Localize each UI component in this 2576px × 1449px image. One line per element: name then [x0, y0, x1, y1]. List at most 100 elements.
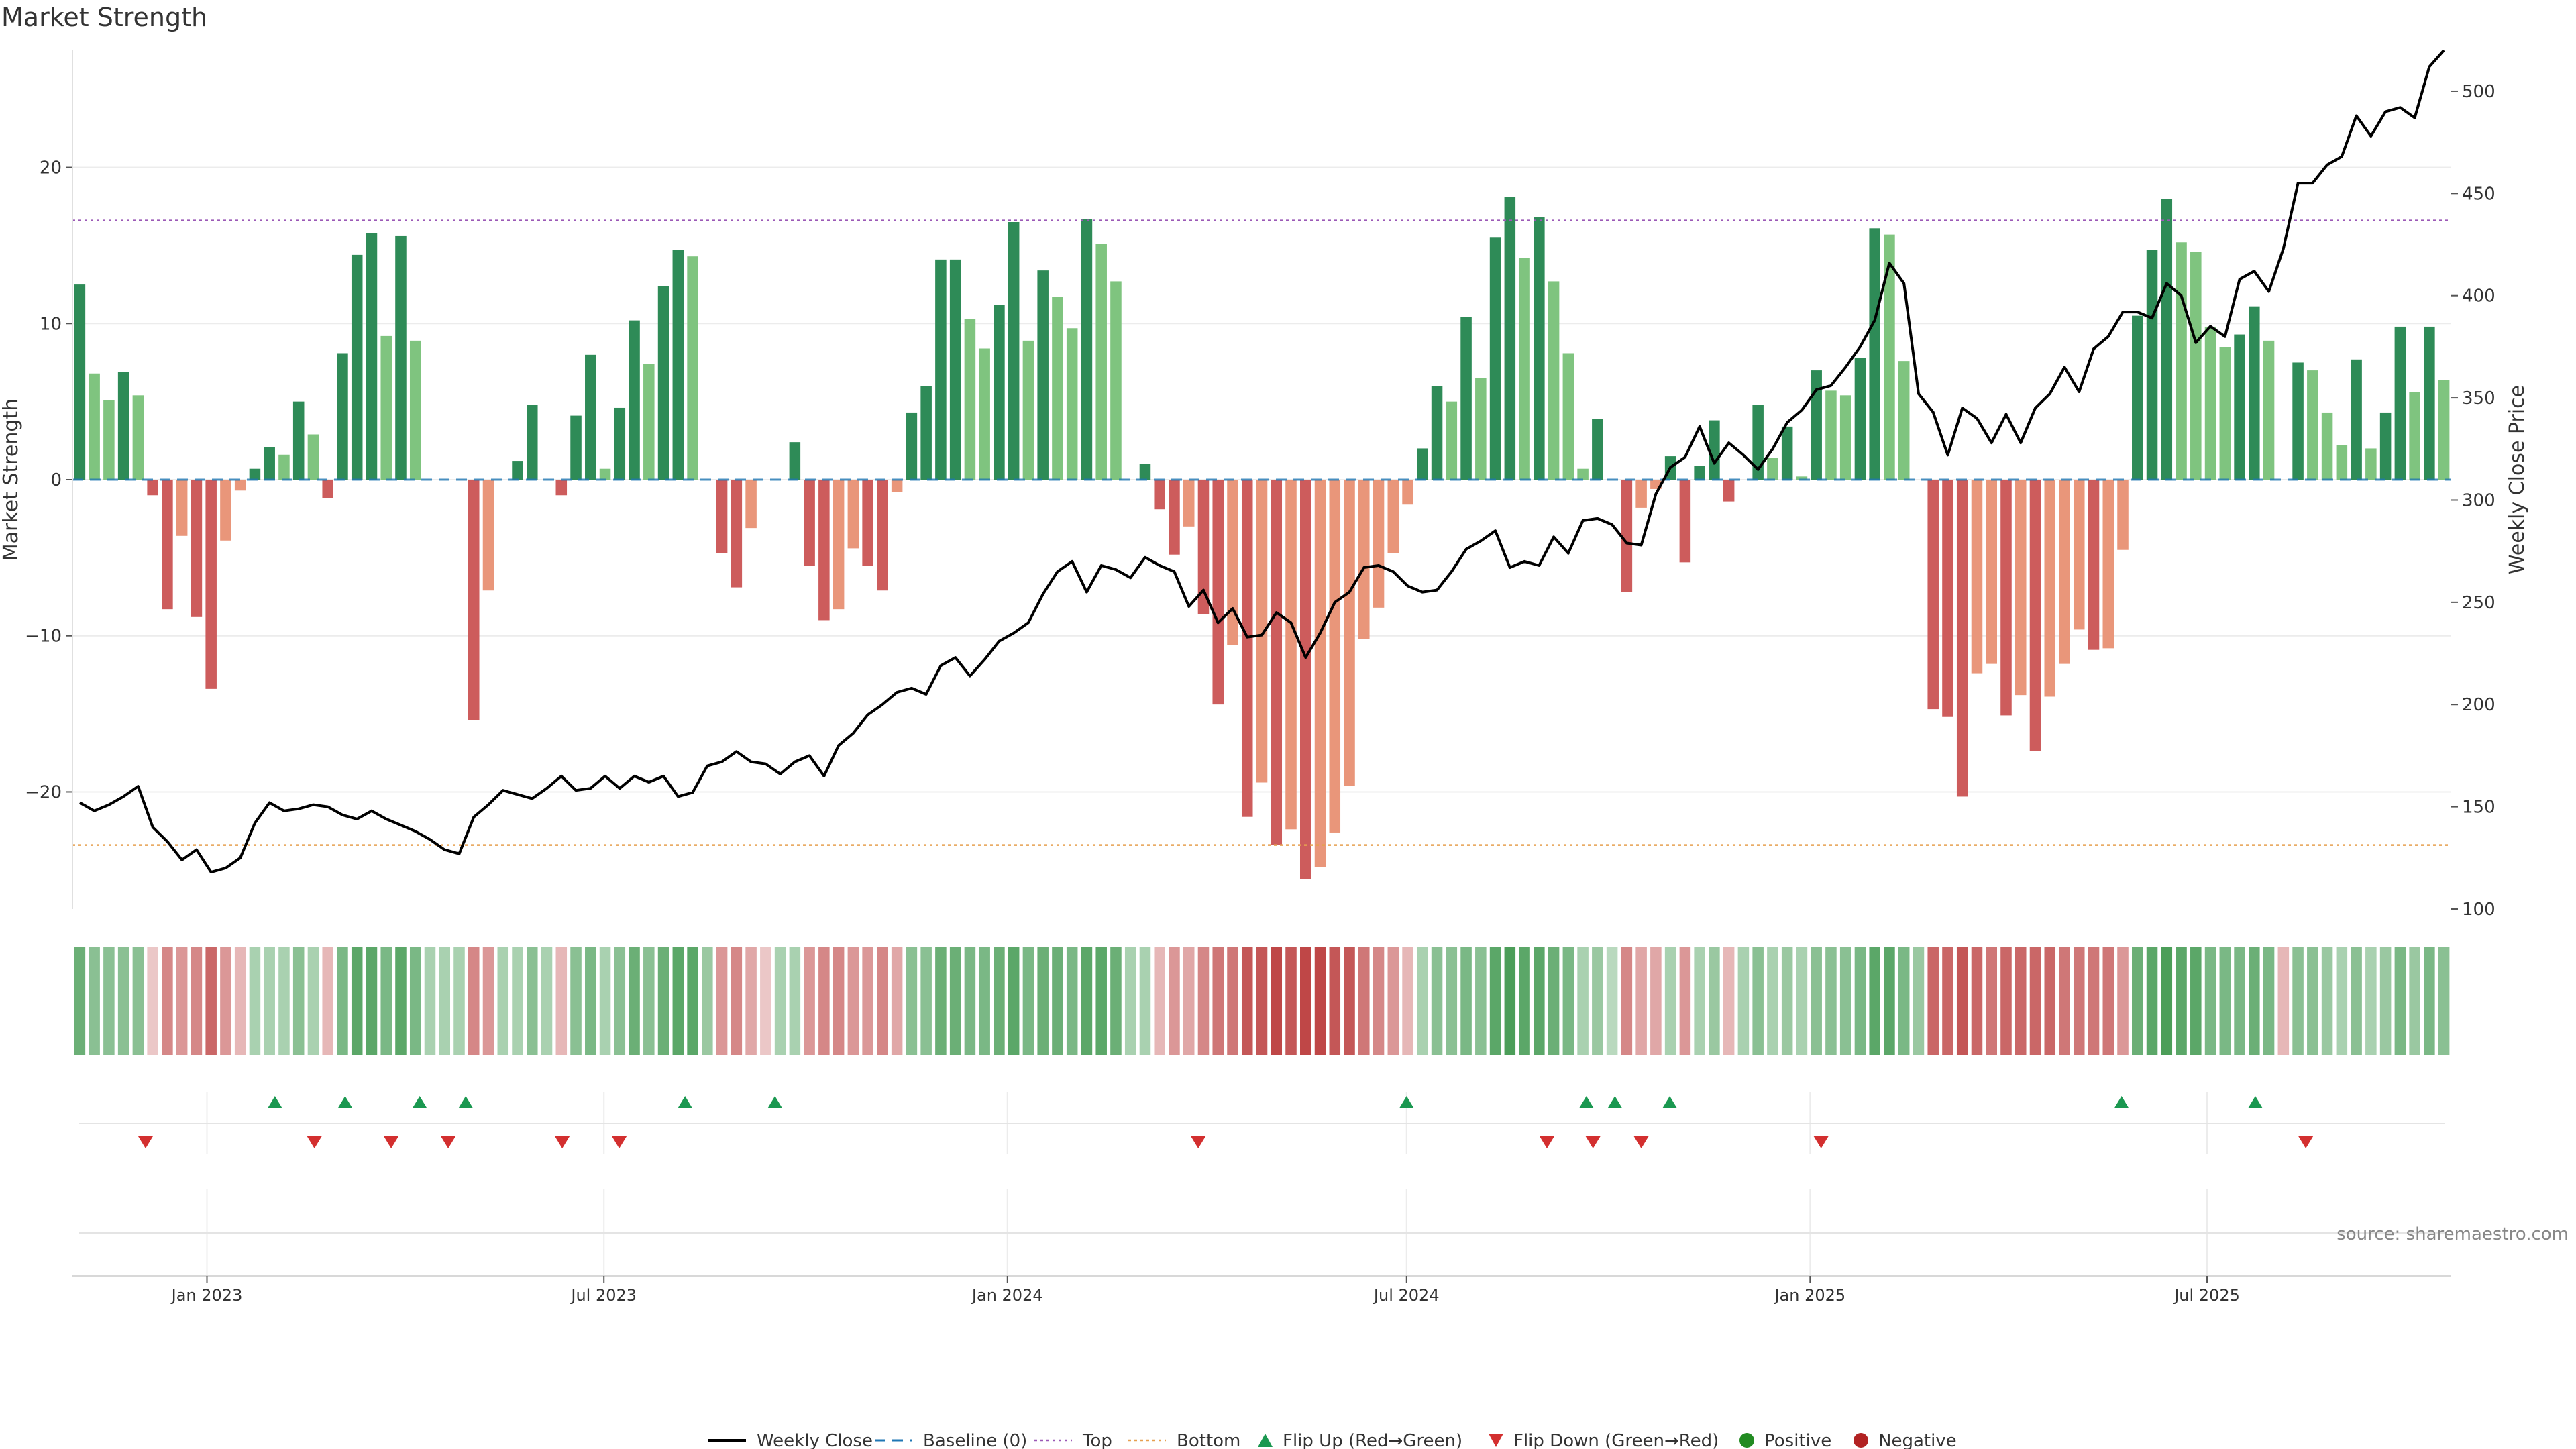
strength-bar [920, 386, 932, 480]
heat-cell [1358, 947, 1370, 1055]
heat-cell [935, 947, 947, 1055]
strength-bar [1314, 480, 1326, 867]
heat-cell [774, 947, 786, 1055]
heat-cell [1606, 947, 1618, 1055]
y2-tick-label: 250 [2462, 593, 2496, 613]
heat-cell [1212, 947, 1224, 1055]
strength-bar [380, 335, 392, 480]
strength-bar [1139, 464, 1151, 480]
strength-bar [1854, 358, 1866, 480]
strength-bar [2263, 340, 2275, 480]
strength-bar [877, 480, 888, 591]
strength-bar [162, 480, 173, 610]
strength-bar [2438, 380, 2450, 480]
heat-cell [2409, 947, 2420, 1055]
x-tick-label: Jan 2023 [170, 1286, 243, 1305]
heat-cell [482, 947, 494, 1055]
flip-down-marker [1540, 1136, 1555, 1148]
strength-bar [1709, 420, 1720, 480]
heat-cell [468, 947, 480, 1055]
heat-cell [1081, 947, 1093, 1055]
heat-cell [1227, 947, 1238, 1055]
strength-bar [191, 480, 203, 617]
strength-bar [833, 480, 845, 610]
heat-cell [1839, 947, 1851, 1055]
strength-bar [1285, 480, 1297, 830]
x-tick-label: Jul 2024 [1373, 1286, 1440, 1305]
heat-cell [439, 947, 451, 1055]
heat-cell [2059, 947, 2070, 1055]
heat-cell [2394, 947, 2406, 1055]
heat-cell [585, 947, 596, 1055]
heat-cell [1664, 947, 1676, 1055]
strength-bar [1256, 480, 1268, 783]
chart-title: Market Strength [1, 3, 207, 32]
heat-cell [2438, 947, 2450, 1055]
strength-bar [1008, 222, 1020, 480]
heat-cell [1986, 947, 1997, 1055]
strength-bar [1329, 480, 1341, 833]
heat-cell [1898, 947, 1910, 1055]
strength-bar [1212, 480, 1224, 705]
strength-bar [1927, 480, 1939, 710]
heat-cell [599, 947, 611, 1055]
strength-bar [687, 256, 698, 480]
heat-cell [162, 947, 173, 1055]
strength-bar [555, 480, 568, 496]
heat-cell [1767, 947, 1778, 1055]
strength-bar [1534, 217, 1545, 480]
strength-bar [1723, 480, 1735, 502]
strength-bar [1811, 370, 1822, 480]
heat-cell [2132, 947, 2143, 1055]
heat-cell [614, 947, 626, 1055]
heat-cell [1577, 947, 1589, 1055]
strength-bar [570, 415, 582, 480]
strength-bar [818, 480, 830, 621]
strength-bar [2102, 480, 2114, 649]
strength-bar [132, 395, 144, 480]
heat-cell [2277, 947, 2290, 1055]
flip-down-marker [1633, 1136, 1649, 1148]
heat-cell [1446, 947, 1458, 1055]
heat-cell [964, 947, 976, 1055]
heat-cell [132, 947, 144, 1055]
strength-bar [716, 480, 728, 553]
y2-tick-label: 100 [2462, 900, 2496, 920]
strength-bar [1781, 426, 1793, 480]
heat-cell [1197, 947, 1210, 1055]
strength-bar [1839, 395, 1851, 480]
legend-swatch [1258, 1434, 1273, 1447]
strength-bar [337, 353, 348, 480]
heat-cell [1811, 947, 1822, 1055]
legend-label: Flip Down (Green→Red) [1513, 1431, 1719, 1449]
strength-bar [351, 254, 363, 480]
strength-bar [1344, 480, 1355, 786]
flip-up-marker [337, 1096, 353, 1108]
legend-item-top: Top [1034, 1431, 1112, 1449]
heat-cell [2292, 947, 2304, 1055]
heat-cell [337, 947, 348, 1055]
heat-cell [512, 947, 523, 1055]
strength-bar [979, 348, 990, 480]
legend-label: Positive [1764, 1431, 1831, 1449]
heatmap-strip [74, 947, 2450, 1055]
strength-bar [1402, 480, 1413, 505]
strength-bar [1562, 353, 1574, 480]
strength-bar [789, 442, 801, 480]
strength-bar [1241, 480, 1253, 817]
heat-cell [1475, 947, 1487, 1055]
heat-cell [2088, 947, 2100, 1055]
strength-bar [1154, 480, 1165, 510]
flip-down-marker [2298, 1136, 2314, 1148]
heat-cell [1534, 947, 1545, 1055]
strength-bar [935, 259, 947, 480]
heat-cell [629, 947, 640, 1055]
heat-cell [570, 947, 582, 1055]
y2-tick-label: 200 [2462, 695, 2496, 715]
heat-cell [292, 947, 305, 1055]
strength-bar [2336, 445, 2348, 480]
strength-bar [2204, 326, 2216, 480]
heat-cell [1869, 947, 1880, 1055]
strength-bar [307, 434, 319, 480]
strength-bar [2234, 334, 2245, 480]
